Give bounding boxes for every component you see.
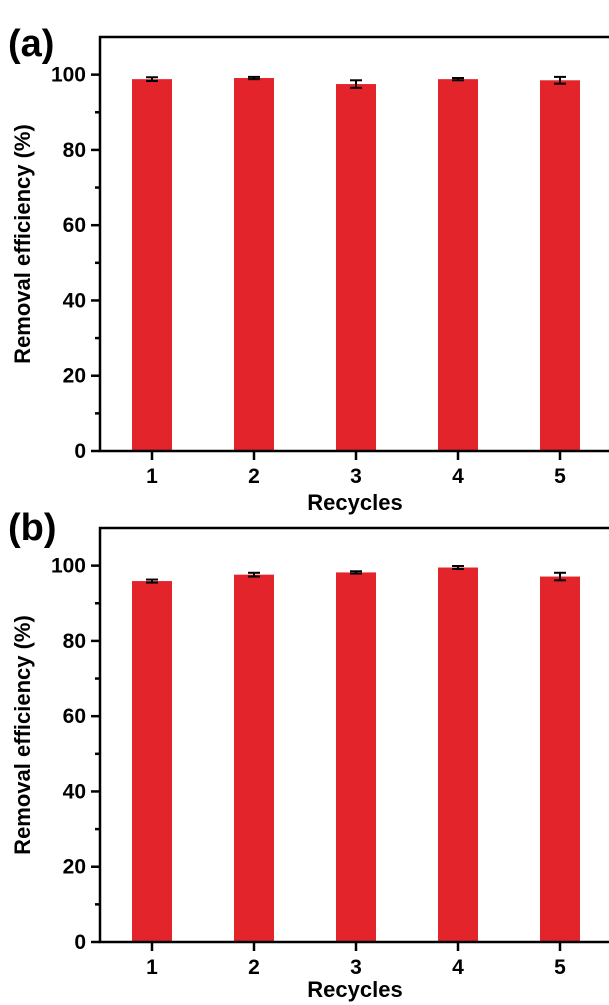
y-tick-label: 80 — [63, 630, 86, 653]
y-tick-label: 40 — [63, 780, 86, 803]
x-tick-label: 4 — [452, 956, 464, 979]
y-tick-label: 80 — [63, 139, 86, 162]
bar-5 — [540, 576, 580, 942]
bar-1 — [132, 79, 172, 452]
bar-4 — [438, 567, 478, 942]
panel-a: 0 20 40 60 80 100 1 2 3 4 5 Recycles Removal efficie… — [8, 23, 609, 515]
bar-3 — [336, 572, 376, 942]
x-tick-label: 1 — [146, 465, 158, 488]
x-axis-title: Recycles — [307, 490, 402, 515]
y-axis-title: Removal efficiency (%) — [10, 124, 35, 364]
y-tick-label: 20 — [63, 365, 86, 388]
y-tick-label: 100 — [51, 64, 86, 87]
panel-b: 0 20 40 60 80 100 1 2 3 4 5 Recycles Removal efficie… — [8, 507, 609, 1002]
bar-2 — [234, 574, 274, 942]
y-tick-label: 40 — [63, 289, 86, 312]
x-tick-label: 2 — [248, 465, 260, 488]
panel-label: (a) — [8, 23, 54, 65]
x-tick-label: 5 — [554, 956, 566, 979]
bar-1 — [132, 581, 172, 942]
x-tick-label: 3 — [350, 465, 362, 488]
bar-2 — [234, 78, 274, 452]
x-tick-label: 2 — [248, 956, 260, 979]
x-tick-label: 5 — [554, 465, 566, 488]
x-tick-label: 3 — [350, 956, 362, 979]
x-tick-label: 1 — [146, 956, 158, 979]
y-axis-title: Removal efficiency (%) — [10, 615, 35, 855]
y-tick-label: 0 — [74, 931, 86, 954]
y-tick-label: 60 — [63, 214, 86, 237]
x-tick-label: 4 — [452, 465, 464, 488]
y-tick-label: 0 — [74, 440, 86, 463]
y-tick-label: 100 — [51, 555, 86, 578]
bar-4 — [438, 79, 478, 452]
y-tick-label: 20 — [63, 856, 86, 879]
bar-3 — [336, 84, 376, 451]
bar-5 — [540, 80, 580, 452]
x-axis-title: Recycles — [307, 977, 402, 1002]
y-tick-label: 60 — [63, 705, 86, 728]
panel-label: (b) — [8, 507, 57, 549]
